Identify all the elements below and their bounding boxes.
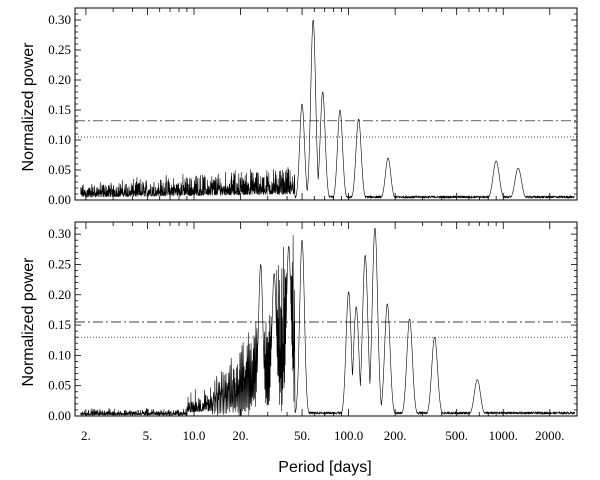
y-tick-label: 0.15 [48,102,71,117]
y-tick-label: 0.20 [48,72,71,87]
y-tick-label: 0.10 [48,132,71,147]
periodogram-series [80,227,576,417]
panel-top: 0.00 0.05 0.10 0.15 0.20 0.25 0.30 [48,7,578,207]
x-tick-label: 200. [384,428,407,443]
x-axis-title: Period [days] [278,459,371,476]
x-tick-label: 2. [81,428,91,443]
y-tick-label: 0.25 [48,42,71,57]
y-tick-label: 0.30 [48,226,71,241]
x-tick-label: 100.0 [334,428,363,443]
y-axis-title-top: Normalized power [20,42,37,172]
y-tick-label: 0.30 [48,12,71,27]
y-axis-title-bottom: Normalized power [20,257,37,387]
x-tick-label: 2000. [535,428,564,443]
x-tick-label: 20. [232,428,248,443]
y-tick-label: 0.05 [48,162,71,177]
plot-frame [74,221,578,417]
x-tick-label: 10.0 [183,428,206,443]
x-tick-label: 500. [445,428,468,443]
plot-frame [74,7,578,201]
panel-bottom: 0.00 0.05 0.10 0.15 0.20 0.25 0.30 2. 5. 10.0 20. 5… [48,221,578,443]
y-tick-label: 0.00 [48,408,71,423]
y-tick-label: 0.05 [48,378,71,393]
x-tick-label: 5. [143,428,153,443]
y-tick-label: 0.10 [48,347,71,362]
x-tick-label: 50. [294,428,310,443]
y-tick-label: 0.00 [48,192,71,207]
y-tick-label: 0.15 [48,317,71,332]
y-tick-label: 0.20 [48,287,71,302]
y-tick-label: 0.25 [48,256,71,271]
x-tick-label: 1000. [489,428,518,443]
periodogram-series [80,19,575,199]
